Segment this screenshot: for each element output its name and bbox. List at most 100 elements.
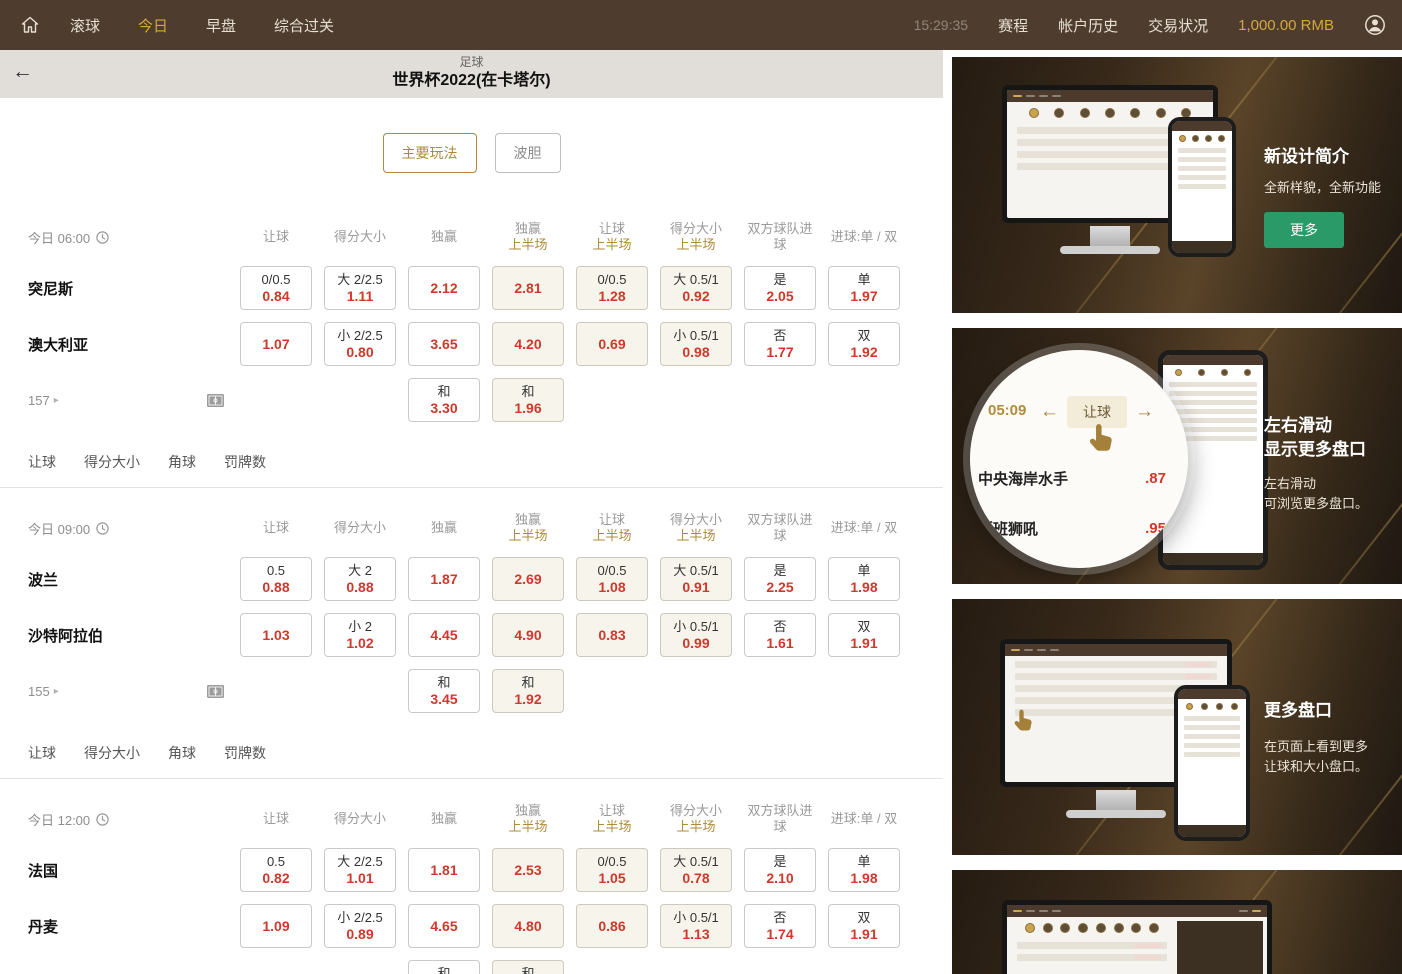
filter-correct-score-button[interactable]: 波胆	[494, 133, 561, 173]
more-button[interactable]: 更多	[1264, 212, 1344, 248]
monitor-mockup	[1002, 900, 1272, 974]
market-tab[interactable]: 得分大小	[84, 454, 140, 470]
odds-cell[interactable]: 2.69	[492, 557, 564, 601]
odds-cell[interactable]: 0/0.5 1.28	[576, 266, 648, 310]
odds-cell[interactable]: 双 1.91	[828, 904, 900, 948]
odds-cell[interactable]: 双 1.91	[828, 613, 900, 657]
odds-cell[interactable]: 大 0.5/1 0.91	[660, 557, 732, 601]
column-header-label: 进球:单 / 双	[830, 811, 898, 826]
column-header: 独赢 上半场	[492, 803, 564, 835]
link-schedule[interactable]: 赛程	[998, 17, 1029, 35]
odds-cell[interactable]: 是 2.05	[744, 266, 816, 310]
odds-cell[interactable]: 2.12	[408, 266, 480, 310]
more-markets-count[interactable]: 155	[28, 683, 50, 699]
match-time-label: 今日 12:00	[28, 812, 91, 828]
odds-cell[interactable]: 0.69	[576, 322, 648, 366]
odds-cell[interactable]: 是 2.10	[744, 848, 816, 892]
market-tab[interactable]: 罚牌数	[224, 745, 266, 761]
odds-cell[interactable]: 小 2/2.5 0.80	[324, 322, 396, 366]
promo-banner-swipe[interactable]: 05:09 ← 让球 → 中央海岸水手 .87 斯班狮吼 .95	[952, 328, 1402, 584]
odds-cell[interactable]: 单 1.98	[828, 848, 900, 892]
odds-cell[interactable]: 0/0.5 1.05	[576, 848, 648, 892]
odds-cell[interactable]: 0.83	[576, 613, 648, 657]
odds-cell[interactable]: 0/0.5 0.84	[240, 266, 312, 310]
odds-cell[interactable]: 小 2/2.5 0.89	[324, 904, 396, 948]
odds-cell[interactable]: 小 0.5/1 0.99	[660, 613, 732, 657]
nav-item-today[interactable]: 今日	[138, 17, 169, 35]
odds-cell[interactable]: 0.86	[576, 904, 648, 948]
odds-value: 4.80	[514, 917, 542, 934]
nav-item-early[interactable]: 早盘	[206, 17, 237, 35]
odds-cell[interactable]: 小 2 1.02	[324, 613, 396, 657]
odds-cell[interactable]: 大 2/2.5 1.01	[324, 848, 396, 892]
odds-cell[interactable]: 4.20	[492, 322, 564, 366]
odds-cell[interactable]: 小 0.5/1 0.98	[660, 322, 732, 366]
column-header-label: 独赢	[514, 221, 541, 236]
balance-display[interactable]: 1,000.00 RMB	[1238, 16, 1334, 34]
odds-cell[interactable]: 1.03	[240, 613, 312, 657]
odds-cell[interactable]: 双 1.92	[828, 322, 900, 366]
odds-cell[interactable]: 否 1.74	[744, 904, 816, 948]
more-markets-count[interactable]: 157	[28, 392, 50, 408]
market-tab[interactable]: 让球	[28, 454, 56, 470]
market-tab[interactable]: 角球	[168, 745, 196, 761]
odds-cell[interactable]: 否 1.77	[744, 322, 816, 366]
odds-cell[interactable]: 4.90	[492, 613, 564, 657]
column-header: 得分大小	[324, 229, 396, 245]
market-tab[interactable]: 角球	[168, 454, 196, 470]
link-transaction-status[interactable]: 交易状况	[1148, 17, 1209, 35]
odds-cell[interactable]: 3.65	[408, 322, 480, 366]
odds-cell[interactable]: 单 1.98	[828, 557, 900, 601]
odds-cell[interactable]: 1.09	[240, 904, 312, 948]
odds-cell[interactable]: 1.87	[408, 557, 480, 601]
market-tab[interactable]: 罚牌数	[224, 454, 266, 470]
odds-cell[interactable]: 大 0.5/1 0.92	[660, 266, 732, 310]
column-header: 独赢	[408, 811, 480, 827]
column-header-label: 独赢	[514, 803, 541, 818]
odds-cell[interactable]: 和 1.96	[492, 378, 564, 422]
avatar-icon[interactable]	[1364, 14, 1386, 36]
odds-cell[interactable]: 4.45	[408, 613, 480, 657]
back-button[interactable]: ←	[12, 60, 33, 83]
odds-cell[interactable]: 4.65	[408, 904, 480, 948]
odds-cell[interactable]: 2.53	[492, 848, 564, 892]
odds-cell[interactable]: 1.07	[240, 322, 312, 366]
odds-line: 和	[437, 383, 451, 399]
odds-value: 2.81	[514, 279, 542, 296]
column-header: 让球 上半场	[576, 803, 648, 835]
odds-line: 和	[437, 674, 451, 690]
promo-banner-video[interactable]	[952, 870, 1402, 974]
odds-value: 3.65	[430, 335, 458, 352]
promo-banner-new-design[interactable]: 新设计简介 全新样貌，全新功能 更多	[952, 57, 1402, 313]
filter-main-plays-button[interactable]: 主要玩法	[382, 133, 477, 173]
odds-cell[interactable]: 和 3.30	[408, 378, 480, 422]
market-tab[interactable]: 让球	[28, 745, 56, 761]
odds-cell[interactable]: 和2.01	[492, 960, 564, 974]
market-tab[interactable]: 得分大小	[84, 745, 140, 761]
odds-cell[interactable]: 大 2 0.88	[324, 557, 396, 601]
odds-cell[interactable]: 0.5 0.82	[240, 848, 312, 892]
odds-cell[interactable]: 小 0.5/1 1.13	[660, 904, 732, 948]
odds-cell[interactable]: 是 2.25	[744, 557, 816, 601]
odds-cell[interactable]: 否 1.61	[744, 613, 816, 657]
nav-item-inplay[interactable]: 滚球	[70, 17, 101, 35]
nav-item-parlay[interactable]: 综合过关	[274, 17, 335, 35]
odds-cell[interactable]: 大 0.5/1 0.78	[660, 848, 732, 892]
column-header: 得分大小	[324, 520, 396, 536]
odds-cell[interactable]: 大 2/2.5 1.11	[324, 266, 396, 310]
odds-cell[interactable]: 0.5 0.88	[240, 557, 312, 601]
odds-cell[interactable]: 单 1.97	[828, 266, 900, 310]
odds-cell[interactable]: 和 3.45	[408, 669, 480, 713]
link-account-history[interactable]: 帐户历史	[1058, 17, 1119, 35]
odds-cell[interactable]: 4.80	[492, 904, 564, 948]
promo-banner-more-markets[interactable]: 更多盘口 在页面上看到更多 让球和大小盘口。	[952, 599, 1402, 855]
odds-cell[interactable]: 和 1.92	[492, 669, 564, 713]
home-button[interactable]	[20, 15, 40, 35]
odds-cell[interactable]: 0/0.5 1.08	[576, 557, 648, 601]
odds-cell[interactable]: 2.81	[492, 266, 564, 310]
match-time-label: 今日 06:00	[28, 230, 91, 246]
odds-line: 单	[857, 853, 871, 869]
odds-value: 0.78	[682, 869, 710, 886]
odds-cell[interactable]: 和3.50	[408, 960, 480, 974]
odds-cell[interactable]: 1.81	[408, 848, 480, 892]
